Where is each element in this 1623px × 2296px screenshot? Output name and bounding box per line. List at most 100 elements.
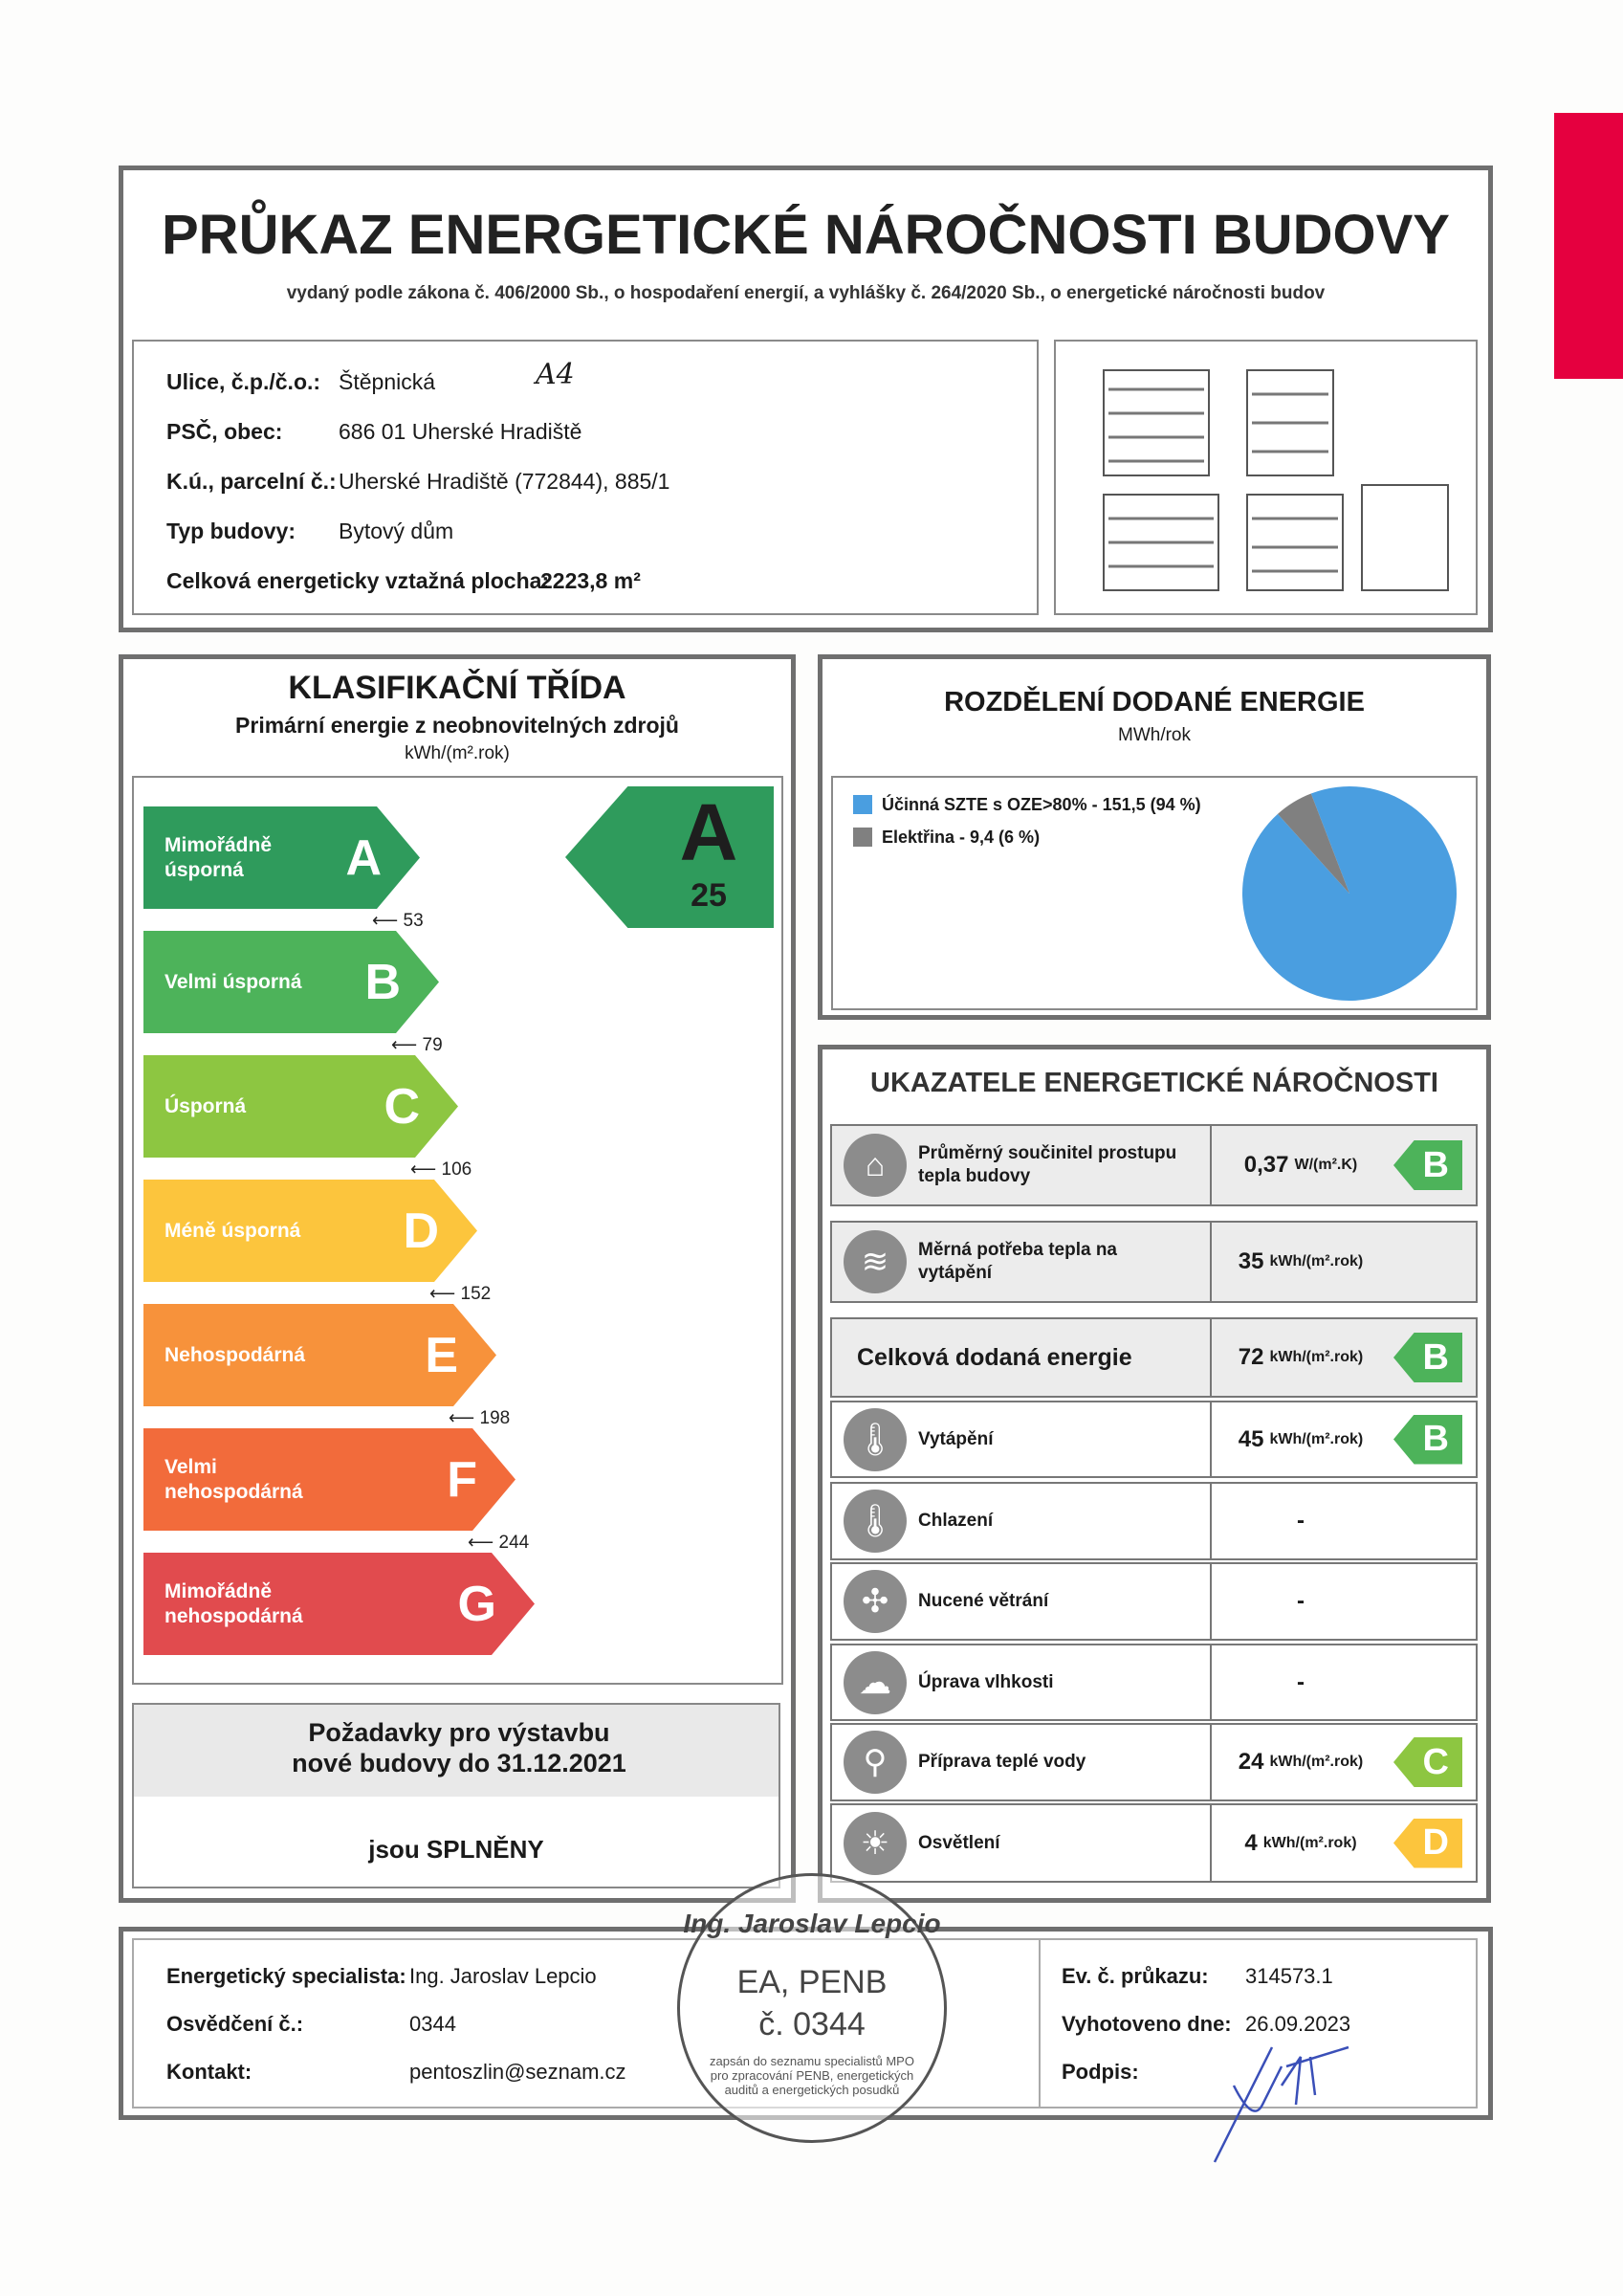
legend-label: Elektřina - 9,4 (6 %) — [882, 828, 1041, 847]
indicator-row: ☁ Úprava vlhkosti - — [830, 1644, 1478, 1721]
zip-value: 686 01 Uherské Hradiště — [339, 419, 582, 444]
official-stamp: Ing. Jaroslav Lepcio EA, PENB č. 0344 za… — [677, 1873, 947, 2143]
row-divider — [1210, 1645, 1212, 1719]
class-threshold: ⟵ 152 — [429, 1283, 491, 1305]
specialist-label: Energetický specialista: — [166, 1964, 406, 1988]
indicator-name: Osvětlení — [918, 1832, 1000, 1853]
class-threshold: ⟵ 106 — [410, 1159, 472, 1181]
indicator-value: 0,37 W/(m².K) — [1243, 1152, 1358, 1178]
energy-class-bar-c: Úsporná C — [143, 1055, 458, 1158]
indicator-value: - — [1297, 1508, 1305, 1534]
threshold-value: 198 — [479, 1408, 511, 1428]
class-letter: A — [345, 829, 382, 886]
indicator-row: Celková dodaná energie 72 kWh/(m².rok) B — [830, 1317, 1478, 1398]
indicator-row: ⌂ Průměrný součinitel prostupu tepla budo… — [830, 1124, 1478, 1206]
class-label: Mimořádně nehospodárná — [164, 1579, 303, 1627]
row-divider — [1210, 1484, 1212, 1558]
indicator-name: Vytápění — [918, 1428, 994, 1449]
indicator-value: 45 kWh/(m².rok) — [1238, 1425, 1364, 1452]
class-threshold: ⟵ 198 — [449, 1407, 510, 1429]
classification-unit: kWh/(m².rok) — [405, 743, 510, 763]
contact-label: Kontakt: — [166, 2060, 252, 2084]
indicator-class-badge: B — [1393, 1333, 1462, 1382]
faucet-icon: ⚲ — [844, 1731, 907, 1794]
date-value: 26.09.2023 — [1245, 2012, 1351, 2036]
indicator-row: ☀ Osvětlení 4 kWh/(m².rok) D — [830, 1803, 1478, 1883]
pie-legend: Účinná SZTE s OZE>80% - 151,5 (94 %) Ele… — [853, 788, 1201, 853]
indicator-class-badge: C — [1393, 1737, 1462, 1787]
type-value: Bytový dům — [339, 519, 454, 543]
row-divider — [1210, 1126, 1212, 1204]
cloud-drop-icon: ☁ — [844, 1650, 907, 1714]
contact-value[interactable]: pentoszlin@seznam.cz — [409, 2060, 626, 2084]
class-label: Méně úsporná — [164, 1219, 301, 1242]
fan-icon: ✣ — [844, 1570, 907, 1633]
red-edge-tab — [1554, 113, 1623, 379]
indicator-class-badge: B — [1393, 1140, 1462, 1190]
type-label: Typ budovy: — [166, 519, 296, 543]
arrow-left-icon: ⟵ — [391, 1035, 423, 1055]
indicator-row: ≋ Měrná potřeba tepla na vytápění 35 kWh/(m… — [830, 1221, 1478, 1303]
area-label: Celková energeticky vztažná plocha: — [166, 568, 550, 593]
threshold-value: 106 — [441, 1159, 472, 1180]
legend-swatch — [853, 828, 872, 847]
class-threshold: ⟵ 244 — [468, 1532, 529, 1554]
requirements-status-box — [132, 1797, 780, 1888]
arrow-left-icon: ⟵ — [468, 1533, 499, 1553]
class-label: Nehospodárná — [164, 1343, 306, 1366]
thermometer-minus-icon: 🌡 — [844, 1490, 907, 1553]
class-label: Velmi nehospodárná — [164, 1455, 303, 1503]
distribution-chart-box — [831, 776, 1478, 1010]
cert-label: Osvědčení č.: — [166, 2012, 304, 2036]
indicator-name: Příprava teplé vody — [918, 1752, 1086, 1772]
energy-class-bar-e: Nehospodárná E — [143, 1304, 496, 1406]
legend-swatch — [853, 795, 872, 814]
class-threshold: ⟵ 79 — [391, 1034, 443, 1056]
page-title: PRŮKAZ ENERGETICKÉ NÁROČNOSTI BUDOVY — [162, 204, 1450, 266]
footer-divider — [1039, 1938, 1041, 2108]
row-divider — [1210, 1725, 1212, 1799]
page-subtitle: vydaný podle zákona č. 406/2000 Sb., o h… — [286, 283, 1326, 303]
zip-label: PSČ, obec: — [166, 419, 283, 444]
indicator-value: 35 kWh/(m².rok) — [1238, 1248, 1364, 1274]
indicator-name: Celková dodaná energie — [857, 1344, 1132, 1371]
stamp-text: zapsán do seznamu specialistů MPO pro zp… — [710, 2054, 914, 2097]
indicator-row: ⚲ Příprava teplé vody 24 kWh/(m².rok) C — [830, 1723, 1478, 1801]
indicator-value: 4 kWh/(m².rok) — [1244, 1829, 1357, 1856]
indicator-name: Průměrný součinitel prostupu tepla budov… — [918, 1143, 1177, 1186]
indicator-name: Měrná potřeba tepla na vytápění — [918, 1240, 1117, 1283]
indicator-value: 24 kWh/(m².rok) — [1238, 1749, 1364, 1775]
heat-thermometer-icon: ≋ — [844, 1230, 907, 1293]
requirements-status: jsou SPLNĚNY — [368, 1835, 544, 1864]
arrow-left-icon: ⟵ — [429, 1284, 461, 1304]
stamp-name: Ing. Jaroslav Lepcio — [683, 1909, 941, 1938]
class-threshold: ⟵ 53 — [372, 910, 424, 932]
row-divider — [1210, 1319, 1212, 1396]
cadastre-value: Uherské Hradiště (772844), 885/1 — [339, 469, 670, 494]
threshold-value: 79 — [422, 1035, 443, 1055]
ev-label: Ev. č. průkazu: — [1062, 1964, 1209, 1988]
energy-class-bar-f: Velmi nehospodárná F — [143, 1428, 515, 1531]
class-label: Velmi úsporná — [164, 970, 302, 993]
cadastre-label: K.ú., parcelní č.: — [166, 469, 337, 494]
date-label: Vyhotoveno dne: — [1062, 2012, 1232, 2036]
stamp-line1: EA, PENB — [736, 1964, 888, 2000]
indicator-row: 🌡 Vytápění 45 kWh/(m².rok) B — [830, 1401, 1478, 1478]
energy-pie-chart — [1242, 786, 1457, 1001]
class-letter: F — [447, 1451, 477, 1508]
distribution-unit: MWh/rok — [1118, 725, 1191, 745]
house-icon: ⌂ — [844, 1134, 907, 1197]
distribution-title: ROZDĚLENÍ DODANÉ ENERGIE — [944, 687, 1365, 718]
cert-value: 0344 — [409, 2012, 456, 2036]
arrow-left-icon: ⟵ — [449, 1408, 480, 1428]
result-class-letter: A — [679, 787, 738, 877]
building-drawing — [1054, 340, 1478, 615]
energy-class-bar-a: Mimořádně úsporná A — [143, 806, 420, 909]
energy-class-bar-g: Mimořádně nehospodárná G — [143, 1553, 535, 1655]
legend-item-elektrina: Elektřina - 9,4 (6 %) — [853, 821, 1201, 853]
threshold-value: 244 — [498, 1533, 530, 1553]
indicator-row: 🌡 Chlazení - — [830, 1482, 1478, 1560]
class-letter: E — [425, 1327, 458, 1383]
building-drawing-image — [1103, 369, 1449, 591]
indicator-class-badge: B — [1393, 1414, 1462, 1465]
